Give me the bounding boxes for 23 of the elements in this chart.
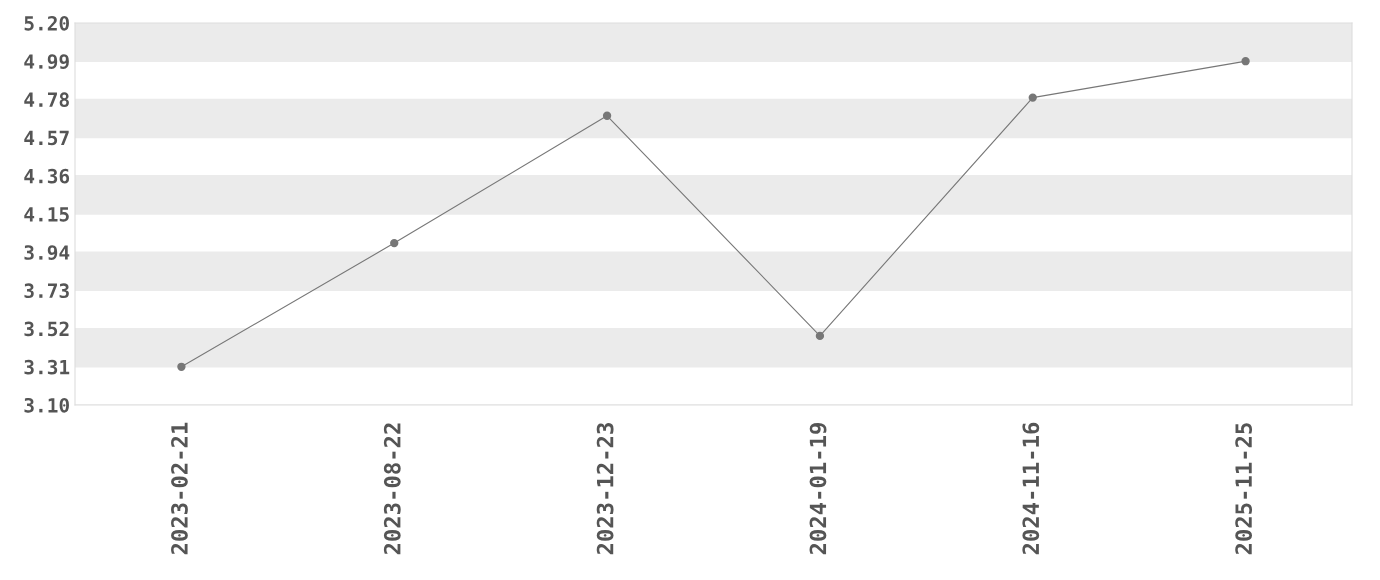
y-tick-label: 3.94 bbox=[24, 245, 70, 260]
y-tick-label: 4.15 bbox=[24, 207, 69, 222]
y-tick-label: 3.10 bbox=[24, 397, 69, 413]
y-tick-label: 3.31 bbox=[24, 359, 70, 375]
x-tick-label: 2024-01-19 bbox=[809, 423, 827, 555]
x-tick-label: 2023-02-21 bbox=[171, 422, 188, 555]
point bbox=[815, 331, 825, 341]
point bbox=[390, 238, 399, 248]
y-tick-label: 3.73 bbox=[24, 283, 69, 299]
x-tick-label: 2025-11-25 bbox=[1235, 423, 1253, 555]
y-tick-label: 3.52 bbox=[24, 321, 69, 337]
y-tick-label: 4.99 bbox=[24, 54, 69, 69]
x-tick-label: 2023-12-23 bbox=[596, 423, 614, 555]
y-tick-label: 4.57 bbox=[24, 130, 69, 146]
x-tick-label: 2024-11-16 bbox=[1022, 422, 1040, 555]
y-tick-label: 4.36 bbox=[24, 168, 70, 184]
point bbox=[1241, 57, 1250, 66]
y-tick-label: 4.78 bbox=[24, 92, 69, 108]
point bbox=[177, 362, 186, 371]
x-tick-label: 2023-08-22 bbox=[383, 423, 401, 555]
y-tick-label: 5.20 bbox=[24, 15, 69, 31]
point bbox=[602, 111, 612, 120]
point bbox=[1028, 93, 1037, 102]
